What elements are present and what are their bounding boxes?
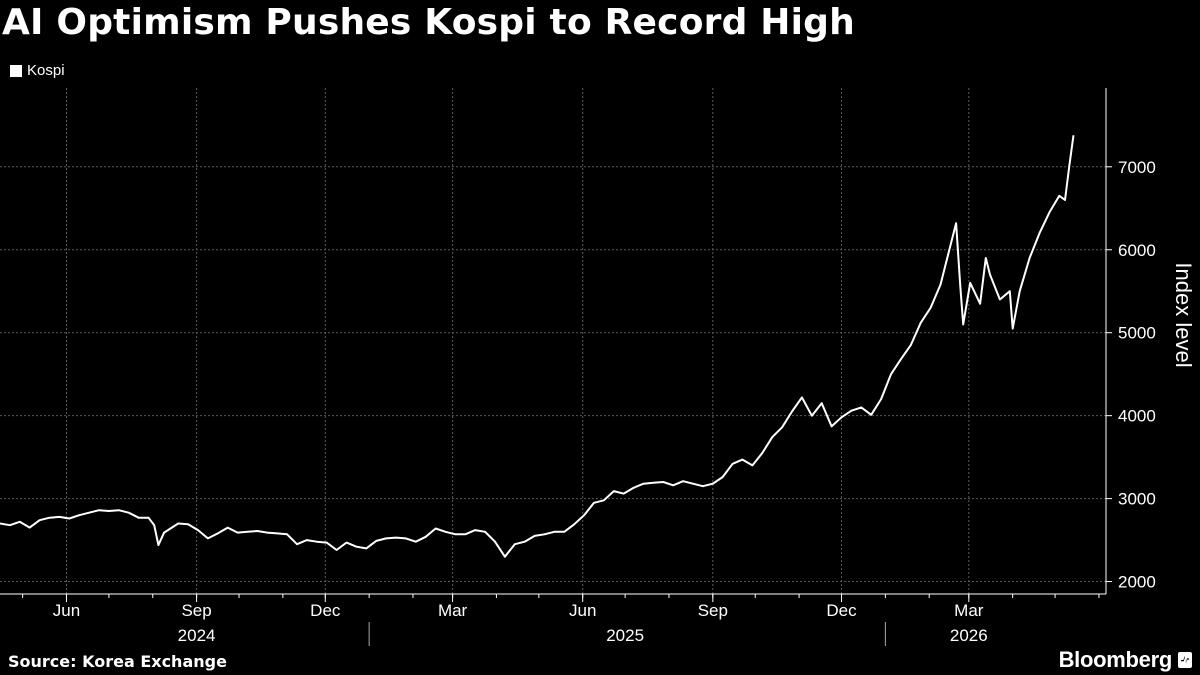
bloomberg-logo: Bloomberg (1059, 647, 1192, 673)
x-year-label: 2025 (606, 626, 644, 645)
y-tick-label: 4000 (1118, 407, 1156, 426)
legend-label-kospi: Kospi (27, 62, 65, 79)
chart-icon (1178, 652, 1192, 668)
x-tick-label: Sep (698, 601, 728, 620)
y-tick-label: 5000 (1118, 324, 1156, 343)
legend-swatch (10, 64, 22, 77)
series-line-kospi (0, 135, 1075, 558)
x-tick-label: Dec (310, 601, 341, 620)
x-tick-label: Mar (438, 601, 468, 620)
x-tick-label: Mar (954, 601, 984, 620)
x-tick-label: Jun (569, 601, 596, 620)
x-tick-label: Sep (181, 601, 211, 620)
y-tick-label: 6000 (1118, 241, 1156, 260)
legend: Kospi (10, 62, 65, 79)
x-tick-label: Dec (826, 601, 857, 620)
chart-title: AI Optimism Pushes Kospi to Record High (2, 2, 855, 43)
y-tick-label: 2000 (1118, 573, 1156, 592)
brand-wordmark: Bloomberg (1058, 647, 1173, 672)
x-tick-label: Jun (53, 601, 80, 620)
y-tick-label: 7000 (1118, 158, 1156, 177)
x-year-label: 2026 (950, 626, 988, 645)
x-year-label: 2024 (178, 626, 216, 645)
y-tick-label: 3000 (1118, 490, 1156, 509)
y-axis-label: Index level (1171, 262, 1196, 367)
source-note: Source: Korea Exchange (8, 652, 227, 671)
